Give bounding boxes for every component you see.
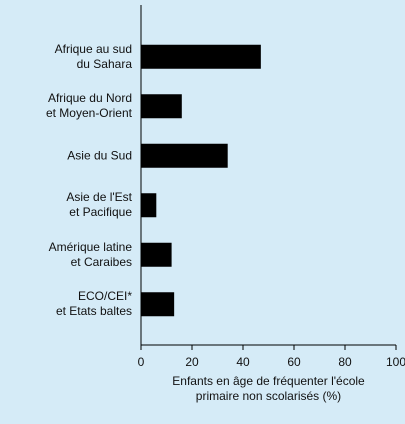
x-tick-label: 80: [338, 355, 352, 369]
y-tick-label: Asie du Sud: [67, 148, 132, 163]
y-tick-label: Afrique au sud du Sahara: [54, 41, 132, 71]
bar: [141, 242, 172, 267]
bar: [141, 44, 261, 69]
bar: [141, 143, 228, 168]
y-tick-label: Asie de l'Est et Pacifique: [66, 190, 132, 220]
x-tick-label: 0: [138, 355, 145, 369]
y-tick-label: Amérique latine et Caraibes: [48, 239, 132, 269]
y-tick-label: Afrique du Nord et Moyen-Orient: [45, 91, 132, 121]
x-tick-label: 40: [236, 355, 250, 369]
x-tick-label: 20: [185, 355, 199, 369]
x-tick-label: 100: [386, 355, 405, 369]
bar: [141, 94, 182, 119]
y-tick-label: ECO/CEI* et Etats baltes: [55, 289, 132, 319]
x-tick-label: 60: [287, 355, 301, 369]
bar: [141, 292, 175, 317]
x-axis-label: Enfants en âge de fréquenter l'école pri…: [172, 374, 365, 403]
bar: [141, 193, 157, 218]
